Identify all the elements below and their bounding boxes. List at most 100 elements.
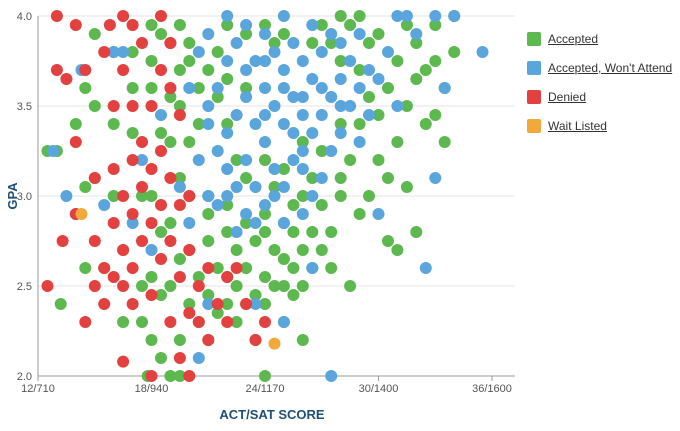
- point-accepted-won-t-attend: [230, 37, 243, 49]
- point-denied: [164, 82, 177, 94]
- point-accepted-won-t-attend: [268, 46, 281, 58]
- point-accepted: [353, 208, 366, 220]
- axes: [37, 16, 515, 377]
- point-accepted-won-t-attend: [277, 181, 290, 193]
- point-accepted: [287, 226, 300, 238]
- point-accepted-won-t-attend: [344, 100, 357, 112]
- legend-swatch-accepted-wont-attend: [527, 61, 541, 75]
- legend-item-denied[interactable]: Denied: [527, 88, 672, 106]
- point-accepted: [136, 280, 148, 292]
- point-denied: [155, 10, 167, 22]
- point-accepted-won-t-attend: [334, 73, 347, 85]
- point-denied: [164, 316, 177, 328]
- point-accepted-won-t-attend: [249, 118, 262, 130]
- point-accepted: [296, 136, 309, 148]
- point-denied: [183, 370, 196, 382]
- point-denied: [155, 64, 167, 76]
- legend-item-accepted[interactable]: Accepted: [527, 30, 672, 48]
- point-accepted-won-t-attend: [296, 145, 309, 157]
- point-accepted: [145, 190, 158, 202]
- point-accepted: [173, 370, 186, 382]
- point-denied: [259, 316, 271, 328]
- point-accepted-won-t-attend: [240, 154, 253, 166]
- point-denied: [60, 73, 73, 85]
- legend: Accepted Accepted, Won't Attend Denied W…: [527, 30, 672, 146]
- point-wait-listed: [75, 208, 88, 220]
- point-denied: [202, 334, 215, 346]
- point-accepted-won-t-attend: [136, 154, 148, 166]
- point-accepted-won-t-attend: [98, 199, 111, 211]
- point-wait-listed: [268, 337, 281, 350]
- point-accepted-won-t-attend: [372, 208, 385, 220]
- point-accepted-won-t-attend: [249, 181, 262, 193]
- point-accepted-won-t-attend: [155, 109, 167, 121]
- point-accepted-won-t-attend: [296, 91, 309, 103]
- x-tick-label: 36/1600: [472, 383, 512, 395]
- point-accepted: [391, 244, 404, 256]
- point-denied: [56, 235, 69, 247]
- point-accepted: [296, 334, 309, 346]
- point-accepted-won-t-attend: [382, 46, 394, 58]
- legend-item-wait-listed[interactable]: Wait Listed: [527, 117, 672, 135]
- point-denied: [202, 262, 215, 274]
- point-accepted: [155, 289, 167, 301]
- point-accepted: [448, 46, 461, 58]
- point-accepted-won-t-attend: [277, 64, 290, 76]
- point-accepted-won-t-attend: [240, 208, 253, 220]
- point-accepted: [240, 82, 253, 94]
- x-tick-label: 12/710: [21, 383, 55, 395]
- point-accepted-won-t-attend: [259, 136, 271, 148]
- point-denied: [221, 271, 234, 283]
- point-accepted-won-t-attend: [476, 46, 489, 58]
- point-accepted: [391, 136, 404, 148]
- point-accepted-won-t-attend: [306, 262, 319, 274]
- point-accepted-won-t-attend: [47, 145, 60, 157]
- x-axis-title: ACT/SAT SCORE: [219, 407, 325, 422]
- point-accepted: [126, 82, 139, 94]
- point-accepted: [221, 19, 234, 31]
- point-accepted: [240, 172, 253, 184]
- point-accepted-won-t-attend: [211, 199, 224, 211]
- point-denied: [155, 199, 167, 211]
- point-accepted-won-t-attend: [202, 100, 215, 112]
- legend-swatch-wait-listed: [527, 119, 541, 133]
- point-denied: [88, 172, 101, 184]
- point-denied: [173, 199, 186, 211]
- point-accepted: [145, 55, 158, 67]
- point-accepted: [54, 298, 67, 310]
- point-denied: [79, 64, 92, 76]
- point-accepted-won-t-attend: [249, 55, 262, 67]
- point-denied: [136, 235, 148, 247]
- point-accepted-won-t-attend: [306, 19, 319, 31]
- point-accepted-won-t-attend: [287, 127, 300, 139]
- point-accepted: [277, 253, 290, 265]
- point-accepted-won-t-attend: [230, 109, 243, 121]
- point-accepted-won-t-attend: [287, 154, 300, 166]
- point-accepted: [268, 37, 281, 49]
- point-accepted-won-t-attend: [221, 163, 234, 175]
- point-accepted: [145, 19, 158, 31]
- point-accepted: [296, 190, 309, 202]
- point-accepted-won-t-attend: [429, 10, 442, 22]
- point-accepted: [287, 289, 300, 301]
- point-accepted-won-t-attend: [221, 55, 234, 67]
- point-denied: [88, 280, 101, 292]
- y-tick-label: 2.0: [17, 371, 32, 383]
- point-accepted-won-t-attend: [60, 190, 73, 202]
- point-accepted-won-t-attend: [230, 226, 243, 238]
- point-accepted: [173, 334, 186, 346]
- point-accepted-won-t-attend: [296, 163, 309, 175]
- point-accepted-won-t-attend: [419, 262, 432, 274]
- point-accepted: [211, 46, 224, 58]
- point-accepted: [353, 10, 366, 22]
- point-denied: [117, 355, 130, 368]
- point-accepted: [438, 136, 451, 148]
- x-tick-label: 30/1400: [359, 383, 399, 395]
- legend-item-accepted-wont-attend[interactable]: Accepted, Won't Attend: [527, 59, 672, 77]
- point-accepted: [315, 19, 328, 31]
- point-accepted-won-t-attend: [240, 91, 253, 103]
- point-accepted-won-t-attend: [438, 82, 451, 94]
- point-accepted: [315, 145, 328, 157]
- point-denied: [126, 298, 139, 310]
